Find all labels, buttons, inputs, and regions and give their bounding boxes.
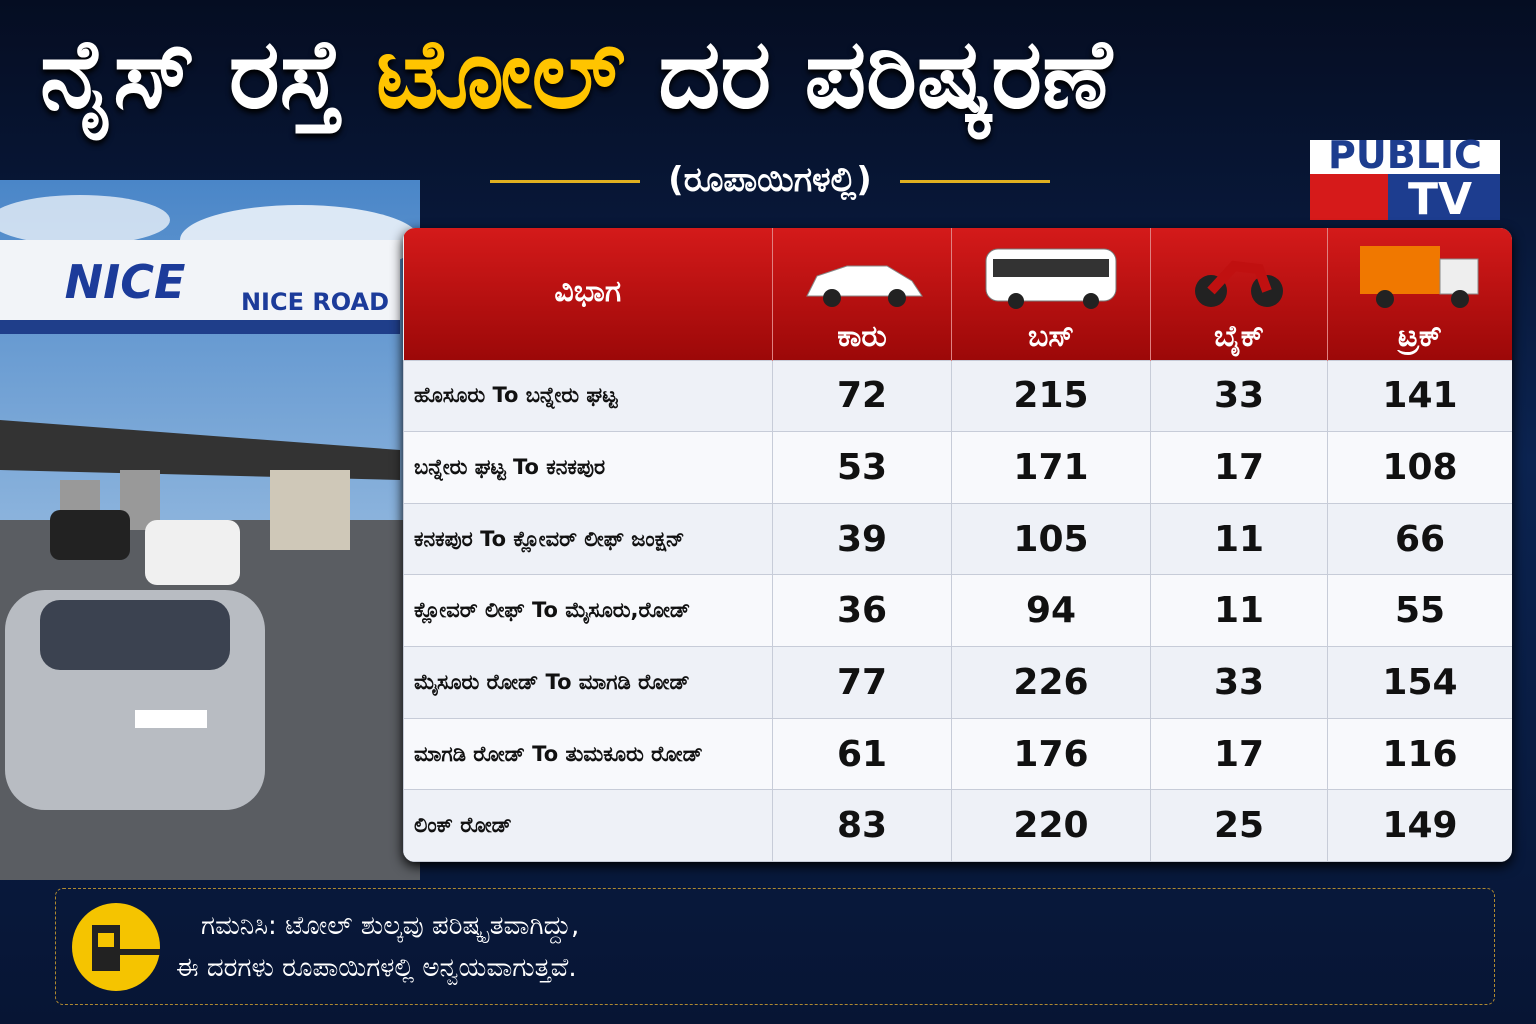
toll-value: 17 xyxy=(1150,431,1328,504)
toll-value: 94 xyxy=(951,574,1151,648)
vehicle-icon xyxy=(774,251,950,319)
sign-text: NICE xyxy=(65,255,186,309)
toll-value: 149 xyxy=(1327,789,1512,862)
header-label: ಬೈಕ್ xyxy=(1214,318,1264,354)
column-header: ಟ್ರಕ್ xyxy=(1327,228,1512,360)
note-box: ಗಮನಿಸಿ: ಟೋಲ್ ಶುಲ್ಕವು ಪರಿಷ್ಕೃತವಾಗಿದ್ದು, ಈ… xyxy=(55,888,1495,1005)
toll-value: 72 xyxy=(772,359,952,433)
toll-value: 25 xyxy=(1150,789,1328,862)
toll-plaza-photo: NICE NICE ROAD xyxy=(0,180,420,880)
toll-value: 83 xyxy=(772,789,952,862)
header-label: ಬಸ್ xyxy=(1028,318,1074,354)
vehicle-icon xyxy=(953,241,1149,319)
column-header: ಕಾರು xyxy=(772,228,952,360)
table-row: ಮೈಸೂರು ರೋಡ್ To ಮಾಗಡಿ ರೋಡ್ 77 226 33 154 xyxy=(403,646,1512,719)
logo-text: PUBLIC xyxy=(1328,133,1482,177)
sign-text: NICE ROAD xyxy=(241,288,389,316)
route-label: ಹೊಸೂರು To ಬನ್ನೇರು ಘಟ್ಟ xyxy=(403,359,773,433)
toll-value: 61 xyxy=(772,717,952,791)
toll-value: 116 xyxy=(1327,717,1512,791)
note-text: ಗಮನಿಸಿ: ಟೋಲ್ ಶುಲ್ಕವು ಪರಿಷ್ಕೃತವಾಗಿದ್ದು, xyxy=(201,911,580,941)
toll-value: 66 xyxy=(1327,502,1512,576)
toll-value: 226 xyxy=(951,646,1151,719)
route-label: ಬನ್ನೇರು ಘಟ್ಟ To ಕನಕಪುರ xyxy=(403,431,773,504)
column-header: ಬೈಕ್ xyxy=(1150,228,1328,360)
toll-icon xyxy=(72,903,160,991)
header-label: ವಿಭಾಗ xyxy=(554,273,622,309)
toll-table: ವಿಭಾಗ ಕಾರು ಬಸ್ ಬೈಕ್ ಟ್ರಕ್ ಹೊಸೂರು To ಬನ್ನೇರು ಘ… xyxy=(403,228,1512,862)
toll-value: 108 xyxy=(1327,431,1512,504)
header-label: ಕಾರು xyxy=(837,318,887,354)
logo-text: TV xyxy=(1408,174,1472,220)
table-row: ಬನ್ನೇರು ಘಟ್ಟ To ಕನಕಪುರ 53 171 17 108 xyxy=(403,431,1512,504)
table-row: ಹೊಸೂರು To ಬನ್ನೇರು ಘಟ್ಟ 72 215 33 141 xyxy=(403,359,1512,433)
toll-value: 105 xyxy=(951,502,1151,576)
toll-value: 33 xyxy=(1150,359,1328,433)
toll-value: 36 xyxy=(772,574,952,648)
toll-value: 55 xyxy=(1327,574,1512,648)
logo: PUBLIC TV xyxy=(1310,133,1500,220)
table-row: ಕ್ಲೋವರ್ ಲೀಫ್ To ಮೈಸೂರು,ರೋಡ್ 36 94 11 55 xyxy=(403,574,1512,648)
subtitle-text: (ರೂಪಾಯಿಗಳಲ್ಲಿ) xyxy=(668,160,872,200)
toll-value: 220 xyxy=(951,789,1151,862)
title-text: ನೈಸ್ ರಸ್ತೆ xyxy=(40,18,343,130)
column-header: ವಿಭಾಗ xyxy=(403,228,773,360)
toll-value: 53 xyxy=(772,431,952,504)
toll-value: 11 xyxy=(1150,502,1328,576)
header-label: ಟ್ರಕ್ xyxy=(1397,318,1443,354)
toll-value: 154 xyxy=(1327,646,1512,719)
toll-value: 39 xyxy=(772,502,952,576)
vehicle-icon xyxy=(1329,241,1511,319)
title-highlight: ಟೋಲ್ xyxy=(376,18,625,130)
route-label: ಲಿಂಕ್ ರೋಡ್ xyxy=(403,789,773,862)
table-row: ಮಾಗಡಿ ರೋಡ್ To ತುಮಕೂರು ರೋಡ್ 61 176 17 116 xyxy=(403,717,1512,791)
route-label: ಮಾಗಡಿ ರೋಡ್ To ತುಮಕೂರು ರೋಡ್ xyxy=(403,717,773,791)
toll-value: 171 xyxy=(951,431,1151,504)
toll-value: 33 xyxy=(1150,646,1328,719)
note-text: ಈ ದರಗಳು ರೂಪಾಯಿಗಳಲ್ಲಿ ಅನ್ವಯವಾಗುತ್ತವೆ. xyxy=(176,953,577,983)
table-row: ಕನಕಪುರ To ಕ್ಲೋವರ್ ಲೀಫ್ ಜಂಕ್ಷನ್ 39 105 11 66 xyxy=(403,502,1512,576)
toll-value: 77 xyxy=(772,646,952,719)
column-header: ಬಸ್ xyxy=(951,228,1151,360)
title: ನೈಸ್ ರಸ್ತೆ ಟೋಲ್ ದರ ಪರಿಷ್ಕರಣೆ xyxy=(40,18,1360,132)
toll-value: 11 xyxy=(1150,574,1328,648)
toll-value: 17 xyxy=(1150,717,1328,791)
route-label: ಕ್ಲೋವರ್ ಲೀಫ್ To ಮೈಸೂರು,ರೋಡ್ xyxy=(403,574,773,648)
vehicle-icon xyxy=(1152,241,1326,319)
toll-value: 215 xyxy=(951,359,1151,433)
toll-value: 141 xyxy=(1327,359,1512,433)
route-label: ಮೈಸೂರು ರೋಡ್ To ಮಾಗಡಿ ರೋಡ್ xyxy=(403,646,773,719)
route-label: ಕನಕಪುರ To ಕ್ಲೋವರ್ ಲೀಫ್ ಜಂಕ್ಷನ್ xyxy=(403,502,773,576)
table-row: ಲಿಂಕ್ ರೋಡ್ 83 220 25 149 xyxy=(403,789,1512,862)
table: ವಿಭಾಗ ಕಾರು ಬಸ್ ಬೈಕ್ ಟ್ರಕ್ ಹೊಸೂರು To ಬನ್ನೇರು ಘ… xyxy=(403,228,1512,862)
title-text: ದರ ಪರಿಷ್ಕರಣೆ xyxy=(658,18,1112,130)
toll-value: 176 xyxy=(951,717,1151,791)
subtitle: (ರೂಪಾಯಿಗಳಲ್ಲಿ) xyxy=(430,160,1110,200)
